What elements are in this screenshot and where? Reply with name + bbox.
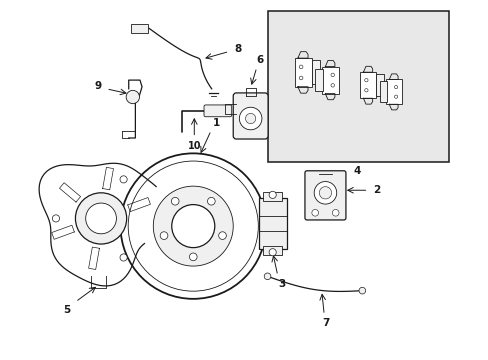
Circle shape <box>120 176 127 183</box>
Circle shape <box>364 78 367 82</box>
Text: 5: 5 <box>63 305 70 315</box>
Text: 7: 7 <box>322 318 329 328</box>
FancyBboxPatch shape <box>233 93 267 139</box>
Circle shape <box>189 253 197 261</box>
Circle shape <box>311 210 318 216</box>
Circle shape <box>330 73 334 77</box>
FancyBboxPatch shape <box>203 105 231 117</box>
Circle shape <box>85 203 116 234</box>
Text: 9: 9 <box>94 81 102 91</box>
Bar <box>131 24 147 33</box>
Circle shape <box>394 85 397 89</box>
Bar <box>379 81 386 102</box>
Circle shape <box>160 232 167 239</box>
Bar <box>267 11 448 162</box>
Bar <box>386 80 401 104</box>
Circle shape <box>120 254 127 261</box>
Circle shape <box>268 249 276 256</box>
Circle shape <box>330 84 334 87</box>
Text: 2: 2 <box>373 185 380 195</box>
Circle shape <box>332 210 338 216</box>
Bar <box>322 67 338 94</box>
Circle shape <box>239 107 262 130</box>
Circle shape <box>394 95 397 98</box>
Text: 6: 6 <box>256 55 263 65</box>
Circle shape <box>171 204 214 248</box>
Circle shape <box>364 89 367 92</box>
Text: 1: 1 <box>212 118 220 128</box>
Circle shape <box>299 65 303 69</box>
Circle shape <box>120 153 265 299</box>
Bar <box>375 74 383 96</box>
Circle shape <box>218 232 226 239</box>
Circle shape <box>75 193 126 244</box>
Text: 3: 3 <box>278 279 285 289</box>
Circle shape <box>207 197 215 205</box>
Circle shape <box>245 113 255 123</box>
Text: 8: 8 <box>234 44 241 54</box>
Circle shape <box>313 181 336 204</box>
Bar <box>258 198 286 249</box>
Circle shape <box>52 215 60 222</box>
FancyBboxPatch shape <box>305 171 345 220</box>
Text: 10: 10 <box>187 141 201 151</box>
Circle shape <box>153 186 233 266</box>
Bar <box>311 60 319 84</box>
Circle shape <box>171 197 179 205</box>
Bar <box>263 246 281 255</box>
Circle shape <box>268 191 276 198</box>
Circle shape <box>299 76 303 80</box>
Text: 4: 4 <box>353 166 360 176</box>
Bar <box>294 58 311 87</box>
Bar <box>314 69 322 91</box>
Circle shape <box>126 90 139 104</box>
Bar <box>360 72 376 98</box>
Bar <box>263 192 281 201</box>
Circle shape <box>264 273 270 280</box>
Circle shape <box>319 186 331 199</box>
Circle shape <box>358 287 365 294</box>
